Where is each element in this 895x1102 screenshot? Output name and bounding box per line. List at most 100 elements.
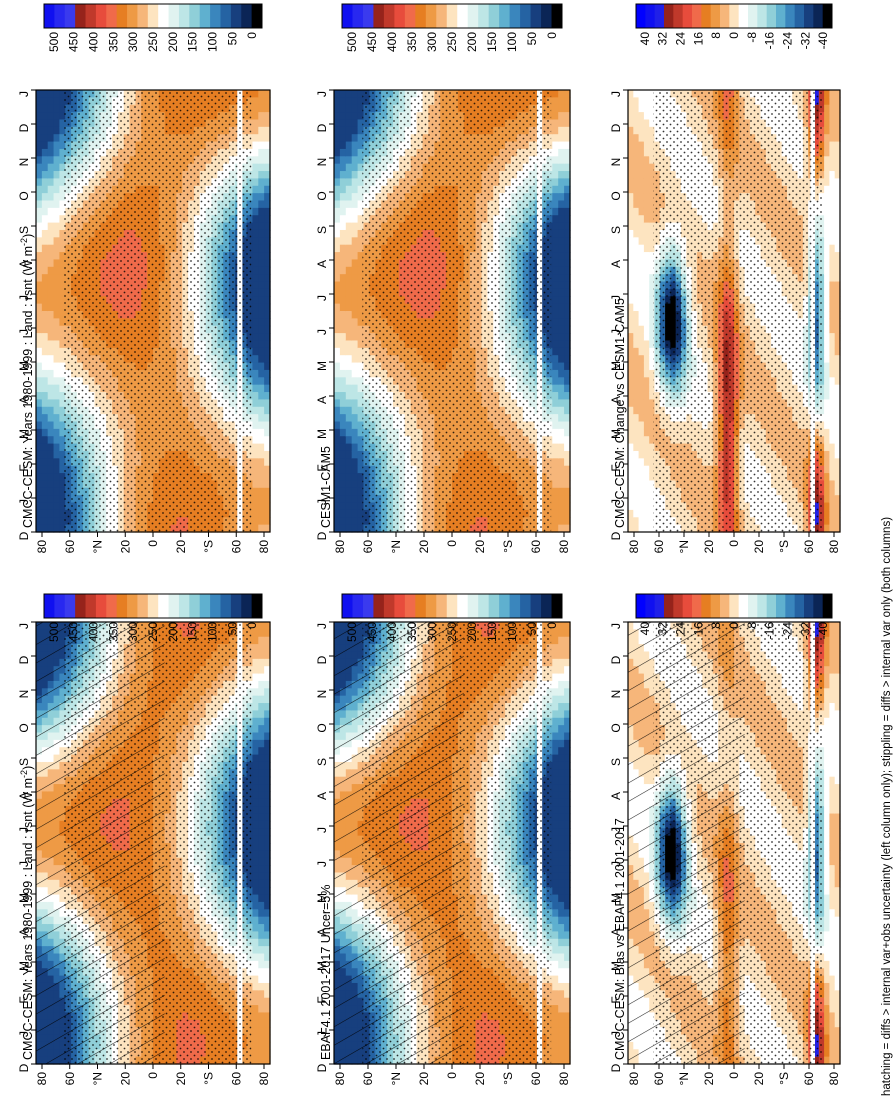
colorbar-tick-label: 150 bbox=[186, 32, 200, 52]
heatmap-cell bbox=[252, 798, 259, 807]
heatmap-cell bbox=[258, 362, 265, 371]
colorbar-swatch bbox=[210, 4, 221, 28]
lat-tick-label: 20 bbox=[118, 540, 132, 554]
colorbar-swatch bbox=[189, 4, 201, 28]
colorbar-tick-label: 0 bbox=[245, 622, 259, 629]
heatmap-cell bbox=[258, 333, 265, 342]
heatmap-cell bbox=[36, 252, 43, 261]
heatmap-cell bbox=[41, 399, 49, 408]
heatmap-cell bbox=[252, 754, 259, 763]
heatmap-cell bbox=[47, 509, 55, 518]
heatmap-cell bbox=[41, 237, 49, 246]
heatmap-cell bbox=[47, 200, 55, 209]
heatmap-cell bbox=[47, 259, 55, 268]
heatmap-cell bbox=[258, 813, 265, 822]
heatmap-cell bbox=[47, 406, 55, 415]
heatmap-cell bbox=[258, 1005, 265, 1014]
heatmap-cell bbox=[47, 274, 55, 283]
colorbar-swatch bbox=[137, 594, 149, 618]
heatmap-cell bbox=[258, 517, 265, 526]
heatmap-cell bbox=[252, 119, 259, 128]
heatmap-cell bbox=[252, 296, 259, 305]
heatmap-cell bbox=[47, 303, 55, 312]
heatmap-cell bbox=[36, 318, 43, 327]
heatmap-cell bbox=[36, 193, 43, 202]
colorbar-tick-label: 350 bbox=[106, 32, 120, 52]
heatmap-cell bbox=[258, 1012, 265, 1021]
heatmap-cell bbox=[36, 134, 43, 143]
heatmap-cell bbox=[252, 636, 259, 645]
heatmap-cell bbox=[252, 872, 259, 881]
heatmap-cell bbox=[36, 112, 43, 121]
heatmap-cell bbox=[258, 281, 265, 290]
heatmap-cell bbox=[53, 134, 60, 143]
stippling-overlay bbox=[64, 90, 252, 532]
heatmap-cell bbox=[258, 126, 265, 135]
heatmap-cell bbox=[36, 266, 43, 275]
month-tick-label: J bbox=[17, 91, 31, 97]
heatmap-cell bbox=[36, 119, 43, 128]
heatmap-cell bbox=[53, 222, 60, 231]
heatmap-cell bbox=[252, 938, 259, 947]
heatmap-cell bbox=[258, 990, 265, 999]
heatmap-cell bbox=[41, 355, 49, 364]
heatmap-cell bbox=[47, 325, 55, 334]
heatmap-cell bbox=[258, 473, 265, 482]
heatmap-cell bbox=[258, 443, 265, 452]
heatmap-cell bbox=[41, 311, 49, 319]
heatmap-cell bbox=[258, 311, 265, 319]
heatmap-cell bbox=[252, 163, 259, 172]
heatmap-cell bbox=[258, 465, 265, 474]
heatmap-cell bbox=[36, 237, 43, 246]
heatmap-cell bbox=[41, 340, 49, 349]
month-tick-label: D bbox=[17, 655, 31, 664]
heatmap-cell bbox=[252, 502, 259, 511]
heatmap-cell bbox=[47, 436, 55, 445]
heatmap-cell bbox=[47, 487, 55, 496]
heatmap-cell bbox=[41, 141, 49, 150]
heatmap-cell bbox=[47, 333, 55, 342]
colorbar-swatch bbox=[85, 594, 97, 618]
colorbar-tick-label: 50 bbox=[225, 32, 239, 46]
heatmap-cell bbox=[53, 90, 60, 98]
heatmap-cell bbox=[258, 406, 265, 415]
heatmap-cell bbox=[252, 207, 259, 216]
heatmap-cell bbox=[41, 406, 49, 415]
heatmap-cell bbox=[252, 644, 259, 653]
heatmap-cell bbox=[47, 480, 55, 489]
heatmap-cell bbox=[53, 325, 60, 334]
heatmap-cell bbox=[41, 443, 49, 452]
heatmap-cell bbox=[53, 178, 60, 187]
heatmap-cell bbox=[252, 421, 259, 430]
heatmap-cell bbox=[252, 835, 259, 844]
colorbar-tick-label: 500 bbox=[47, 622, 61, 642]
heatmap-cell bbox=[258, 487, 265, 496]
heatmap-cell bbox=[252, 1005, 259, 1014]
heatmap-cell bbox=[252, 112, 259, 121]
heatmap-cell bbox=[252, 252, 259, 261]
heatmap-cell bbox=[53, 392, 60, 400]
heatmap-cell bbox=[252, 259, 259, 268]
colorbar-swatch bbox=[75, 4, 87, 28]
heatmap-cell bbox=[252, 747, 259, 756]
heatmap-cell bbox=[41, 369, 49, 378]
heatmap-cell bbox=[252, 820, 259, 829]
heatmap-cell bbox=[258, 207, 265, 216]
heatmap-cell bbox=[41, 90, 49, 98]
heatmap-cell bbox=[252, 185, 259, 194]
heatmap-cell bbox=[252, 739, 259, 748]
heatmap-cell bbox=[258, 651, 265, 660]
heatmap-cell bbox=[47, 399, 55, 408]
heatmap-cell bbox=[36, 156, 43, 165]
colorbar-swatch bbox=[158, 594, 170, 618]
heatmap-cell bbox=[53, 274, 60, 283]
heatmap-cell bbox=[258, 318, 265, 327]
heatmap-cell bbox=[252, 1012, 259, 1021]
heatmap-cell bbox=[41, 185, 49, 194]
heatmap-cell bbox=[252, 769, 259, 778]
heatmap-cell bbox=[258, 784, 265, 793]
heatmap-cell bbox=[36, 333, 43, 342]
heatmap-cell bbox=[252, 355, 259, 364]
heatmap-cell bbox=[252, 982, 259, 991]
